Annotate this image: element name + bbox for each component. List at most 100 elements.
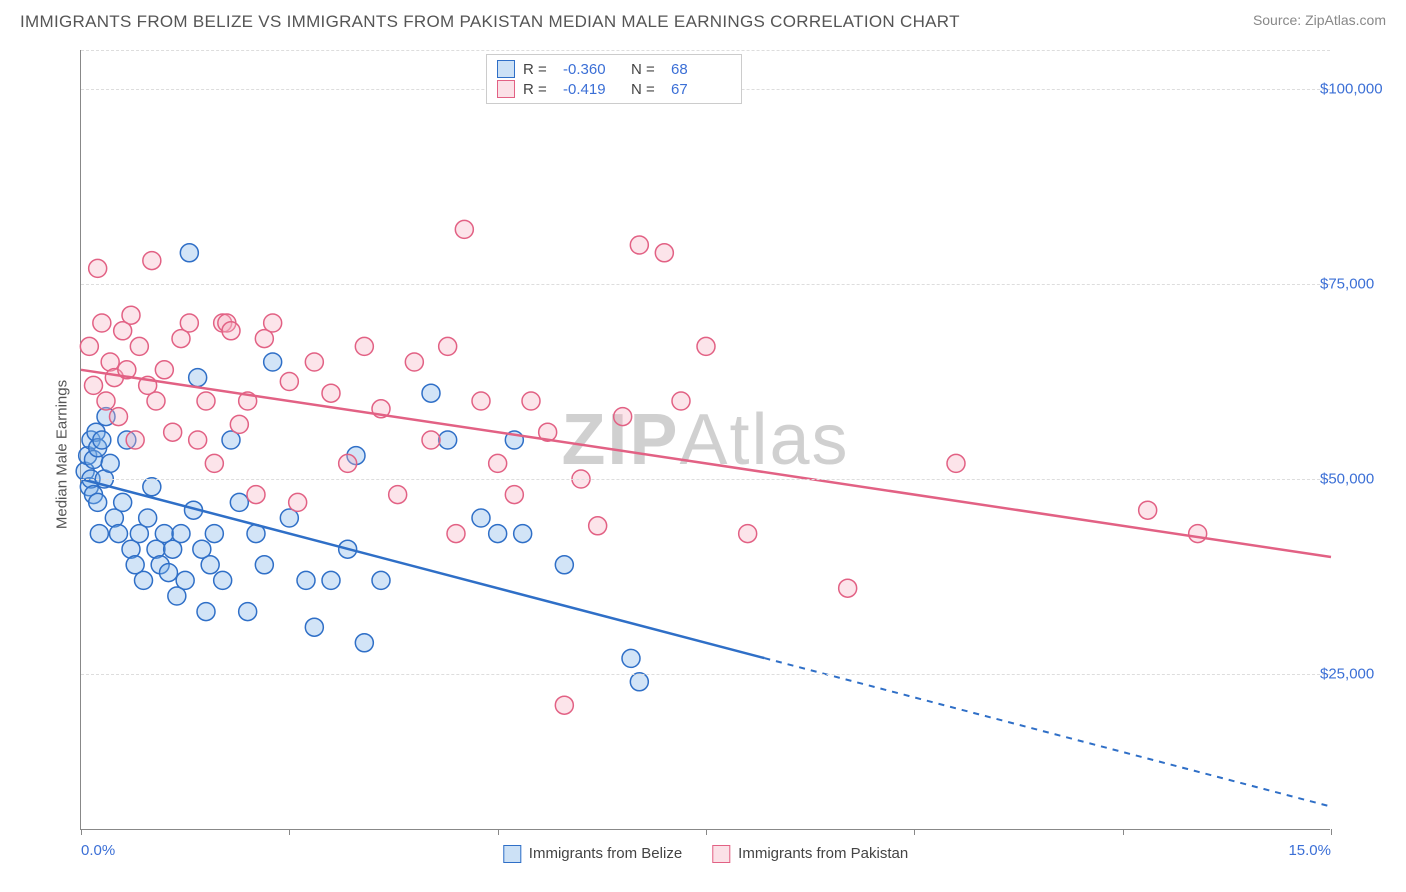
data-point	[322, 384, 340, 402]
y-axis-label: Median Male Earnings	[54, 380, 71, 529]
data-point	[422, 384, 440, 402]
data-point	[1139, 501, 1157, 519]
data-point	[189, 369, 207, 387]
data-point	[422, 431, 440, 449]
data-point	[164, 423, 182, 441]
data-point	[176, 571, 194, 589]
data-point	[522, 392, 540, 410]
data-point	[114, 493, 132, 511]
regression-line-extrapolated	[764, 658, 1331, 807]
data-point	[630, 673, 648, 691]
data-point	[439, 431, 457, 449]
data-point	[189, 431, 207, 449]
data-point	[355, 634, 373, 652]
legend-row: R =-0.419N =67	[497, 79, 731, 99]
data-point	[1189, 525, 1207, 543]
data-point	[322, 571, 340, 589]
data-point	[555, 696, 573, 714]
x-tick	[1123, 829, 1124, 835]
data-point	[472, 392, 490, 410]
data-point	[126, 431, 144, 449]
data-point	[93, 431, 111, 449]
data-point	[439, 337, 457, 355]
data-point	[197, 603, 215, 621]
legend-label: Immigrants from Belize	[529, 845, 682, 862]
data-point	[405, 353, 423, 371]
plot-area: ZIPAtlas R =-0.360N =68R =-0.419N =67 Im…	[80, 50, 1330, 830]
gridline	[81, 479, 1330, 480]
data-point	[143, 252, 161, 270]
data-point	[655, 244, 673, 262]
data-point	[264, 353, 282, 371]
data-point	[247, 486, 265, 504]
data-point	[122, 306, 140, 324]
data-point	[739, 525, 757, 543]
regression-line	[81, 479, 764, 658]
data-point	[90, 525, 108, 543]
legend-swatch	[497, 60, 515, 78]
data-point	[505, 486, 523, 504]
data-point	[135, 571, 153, 589]
legend-n-label: N =	[631, 61, 663, 78]
data-point	[555, 556, 573, 574]
correlation-legend: R =-0.360N =68R =-0.419N =67	[486, 54, 742, 104]
y-tick-label: $100,000	[1320, 81, 1400, 98]
data-point	[180, 244, 198, 262]
data-point	[197, 392, 215, 410]
data-point	[697, 337, 715, 355]
chart-container: Median Male Earnings ZIPAtlas R =-0.360N…	[50, 50, 1386, 842]
data-point	[180, 314, 198, 332]
gridline	[81, 284, 1330, 285]
data-point	[205, 525, 223, 543]
data-point	[264, 314, 282, 332]
data-point	[155, 361, 173, 379]
data-point	[172, 525, 190, 543]
data-point	[205, 454, 223, 472]
legend-swatch	[712, 845, 730, 863]
legend-item: Immigrants from Belize	[503, 845, 682, 863]
gridline	[81, 50, 1330, 51]
data-point	[297, 571, 315, 589]
x-tick	[498, 829, 499, 835]
data-point	[947, 454, 965, 472]
legend-n-label: N =	[631, 81, 663, 98]
series-legend: Immigrants from Belize Immigrants from Pa…	[503, 845, 908, 863]
y-tick-label: $50,000	[1320, 471, 1400, 488]
data-point	[472, 509, 490, 527]
data-point	[839, 579, 857, 597]
data-point	[230, 415, 248, 433]
data-point	[139, 509, 157, 527]
data-point	[447, 525, 465, 543]
source-attribution: Source: ZipAtlas.com	[1253, 12, 1386, 28]
data-point	[89, 493, 107, 511]
legend-r-label: R =	[523, 81, 555, 98]
data-point	[201, 556, 219, 574]
data-point	[305, 353, 323, 371]
data-point	[372, 571, 390, 589]
x-tick-label: 0.0%	[81, 842, 115, 859]
legend-r-label: R =	[523, 61, 555, 78]
y-tick-label: $75,000	[1320, 276, 1400, 293]
x-tick	[289, 829, 290, 835]
gridline	[81, 674, 1330, 675]
x-tick	[1331, 829, 1332, 835]
legend-swatch	[503, 845, 521, 863]
chart-title: IMMIGRANTS FROM BELIZE VS IMMIGRANTS FRO…	[20, 12, 960, 32]
legend-n-value: 68	[671, 61, 731, 78]
legend-swatch	[497, 80, 515, 98]
data-point	[85, 376, 103, 394]
data-point	[147, 392, 165, 410]
data-point	[143, 478, 161, 496]
data-point	[389, 486, 407, 504]
data-point	[89, 259, 107, 277]
data-point	[110, 525, 128, 543]
data-point	[93, 314, 111, 332]
data-point	[489, 525, 507, 543]
data-point	[672, 392, 690, 410]
legend-item: Immigrants from Pakistan	[712, 845, 908, 863]
data-point	[305, 618, 323, 636]
data-point	[339, 454, 357, 472]
data-point	[280, 373, 298, 391]
data-point	[289, 493, 307, 511]
legend-n-value: 67	[671, 81, 731, 98]
